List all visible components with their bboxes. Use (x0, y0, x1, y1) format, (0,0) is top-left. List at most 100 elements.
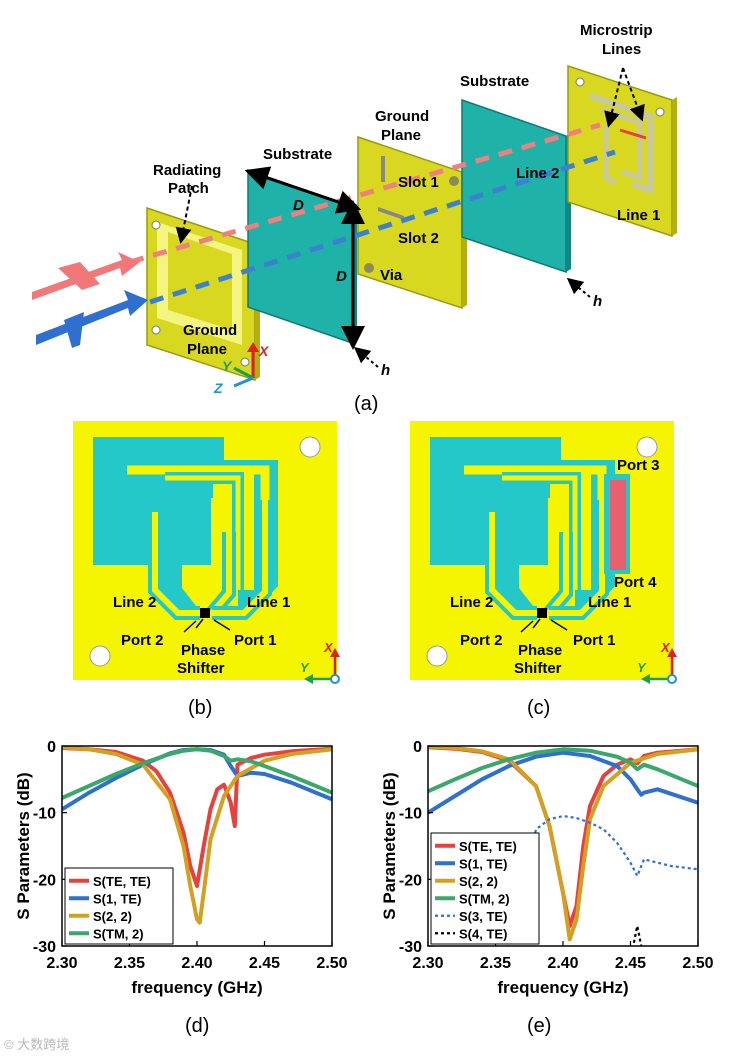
x-tick-label: 2.45 (615, 955, 646, 972)
y-tick-label: 0 (413, 739, 422, 756)
watermark: © 大数跨境 (4, 1037, 70, 1052)
caption-a: (a) (354, 393, 379, 415)
x-tick-label: 2.30 (46, 955, 77, 972)
legend-label-1: S(1, TE) (459, 856, 507, 871)
chart-d: 2.30 2.35 2.40 2.45 2.50 0 -10 -20 -30 frequency … (14, 739, 348, 997)
label-ground-mid-2: Plane (381, 127, 422, 144)
label-slot2: Slot 2 (398, 230, 439, 247)
x-tick-label: 2.50 (682, 955, 713, 972)
axis-a-y: Y (222, 358, 232, 374)
c-shifter: Shifter (514, 660, 562, 677)
label-slot1: Slot 1 (398, 174, 439, 191)
c-port3: Port 3 (617, 457, 660, 474)
y-axis-label: S Parameters (dB) (14, 772, 33, 919)
c-axis-y: Y (637, 660, 646, 675)
c-port4: Port 4 (614, 574, 657, 591)
te-path-line (129, 122, 601, 265)
axes-triad-a (233, 342, 259, 388)
y-tick-label: -30 (399, 939, 422, 956)
series-line-3 (428, 747, 698, 794)
tm-path-line (149, 149, 616, 305)
legend-label-3: S(TM, 2) (459, 891, 510, 906)
axis-a-x: X (259, 343, 269, 359)
label-substrate-right: Substrate (460, 73, 530, 90)
y-tick-label: -10 (399, 806, 422, 823)
x-tick-label: 2.30 (412, 955, 443, 972)
legend-box (430, 832, 540, 945)
c-line1: Line 1 (588, 594, 632, 611)
c-axis-x: X (661, 640, 670, 655)
panel-c-board (410, 421, 677, 684)
x-tick-label: 2.40 (547, 955, 578, 972)
c-port2: Port 2 (460, 632, 503, 649)
phase-shifter-c (537, 608, 547, 618)
b-line1: Line 1 (247, 594, 291, 611)
b-phase: Phase (181, 642, 226, 659)
y-tick-label: 0 (47, 739, 56, 756)
series-line-1 (428, 750, 698, 815)
legend-label-0: S(TE, TE) (459, 839, 517, 854)
c-port1: Port 1 (573, 632, 616, 649)
b-axis-y: Y (300, 660, 309, 675)
b-port1: Port 1 (234, 632, 277, 649)
series-line-5 (632, 924, 643, 946)
label-line1: Line 1 (617, 207, 661, 224)
series-line-2 (428, 746, 698, 942)
legend-label-0: S(TE, TE) (93, 874, 151, 889)
caption-c: (c) (527, 697, 551, 719)
tm-wave-arrow (36, 290, 148, 345)
label-patch: Patch (168, 180, 209, 197)
y-tick-label: -20 (399, 872, 422, 889)
b-line2: Line 2 (113, 594, 157, 611)
port3-4-line (610, 480, 626, 570)
c-line2: Line 2 (450, 594, 494, 611)
panel-a-exploded-view (32, 64, 677, 388)
label-d-side: D (336, 268, 347, 285)
y-tick-label: -30 (33, 939, 56, 956)
y-tick-label: -10 (33, 806, 56, 823)
c-phase: Phase (518, 642, 563, 659)
series-line-3 (62, 747, 332, 800)
x-axis-label: frequency (GHz) (497, 978, 628, 997)
y-axis-label: S Parameters (dB) (380, 772, 399, 919)
label-line2: Line 2 (516, 165, 560, 182)
legend-label-5: S(4, TE) (459, 926, 507, 941)
panel-b-board (73, 421, 340, 684)
panels-bc-top-views (73, 421, 677, 684)
label-lines: Lines (602, 41, 642, 58)
b-shifter: Shifter (177, 660, 225, 677)
layer-microstrip (567, 64, 677, 238)
legend-label-3: S(TM, 2) (93, 926, 144, 941)
caption-e: (e) (527, 1015, 552, 1037)
caption-d: (d) (185, 1015, 210, 1037)
label-radiating: Radiating (153, 162, 222, 179)
label-ground-left-1: Ground (183, 322, 238, 339)
x-tick-label: 2.35 (480, 955, 511, 972)
series-line-0 (62, 746, 332, 888)
caption-b: (b) (188, 697, 213, 719)
label-h2: h (593, 293, 603, 310)
series-line-2 (62, 746, 332, 925)
legend-label-4: S(3, TE) (459, 909, 507, 924)
label-ground-left-2: Plane (187, 341, 228, 358)
label-substrate-left: Substrate (263, 146, 333, 163)
label-microstrip: Microstrip (580, 22, 653, 39)
label-ground-mid-1: Ground (375, 108, 430, 125)
axis-a-z: Z (214, 380, 223, 396)
phase-shifter-b (200, 608, 210, 618)
x-axis-label: frequency (GHz) (131, 978, 262, 997)
b-axis-x: X (324, 640, 333, 655)
y-tick-label: -20 (33, 872, 56, 889)
label-d-top: D (293, 197, 304, 214)
x-tick-label: 2.45 (249, 955, 280, 972)
legend-label-2: S(2, 2) (459, 874, 498, 889)
x-tick-label: 2.40 (181, 955, 212, 972)
legend-label-2: S(2, 2) (93, 909, 132, 924)
chart-e: 2.30 2.35 2.40 2.45 2.50 0 -10 -20 -30 frequency … (380, 739, 714, 997)
x-tick-label: 2.50 (316, 955, 347, 972)
label-via: Via (380, 267, 403, 284)
b-port2: Port 2 (121, 632, 164, 649)
x-tick-label: 2.35 (114, 955, 145, 972)
legend-label-1: S(1, TE) (93, 891, 141, 906)
label-h1: h (381, 362, 391, 379)
